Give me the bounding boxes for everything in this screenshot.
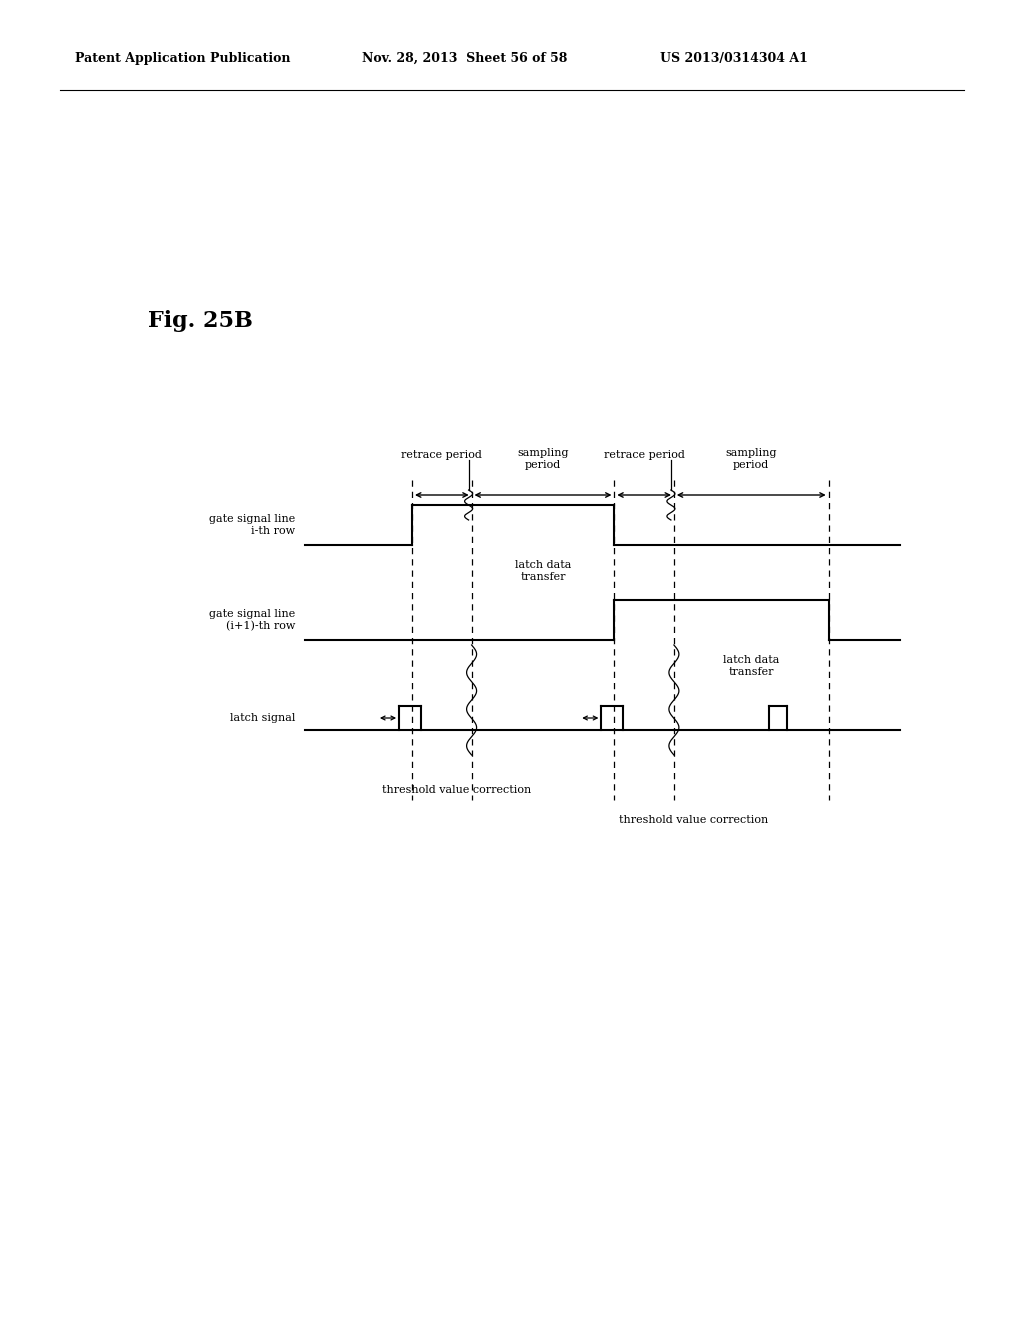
Text: Fig. 25B: Fig. 25B	[148, 310, 253, 333]
Text: latch data
transfer: latch data transfer	[515, 560, 571, 582]
Text: sampling
period: sampling period	[517, 449, 568, 470]
Text: latch data
transfer: latch data transfer	[723, 655, 779, 677]
Text: Patent Application Publication: Patent Application Publication	[75, 51, 291, 65]
Text: gate signal line
(i+1)-th row: gate signal line (i+1)-th row	[209, 609, 295, 631]
Text: threshold value correction: threshold value correction	[620, 814, 769, 825]
Text: Nov. 28, 2013  Sheet 56 of 58: Nov. 28, 2013 Sheet 56 of 58	[362, 51, 567, 65]
Text: retrace period: retrace period	[401, 450, 482, 459]
Text: retrace period: retrace period	[604, 450, 685, 459]
Text: gate signal line
i-th row: gate signal line i-th row	[209, 515, 295, 536]
Text: latch signal: latch signal	[229, 713, 295, 723]
Text: US 2013/0314304 A1: US 2013/0314304 A1	[660, 51, 808, 65]
Text: threshold value correction: threshold value correction	[382, 785, 531, 795]
Text: sampling
period: sampling period	[725, 449, 777, 470]
